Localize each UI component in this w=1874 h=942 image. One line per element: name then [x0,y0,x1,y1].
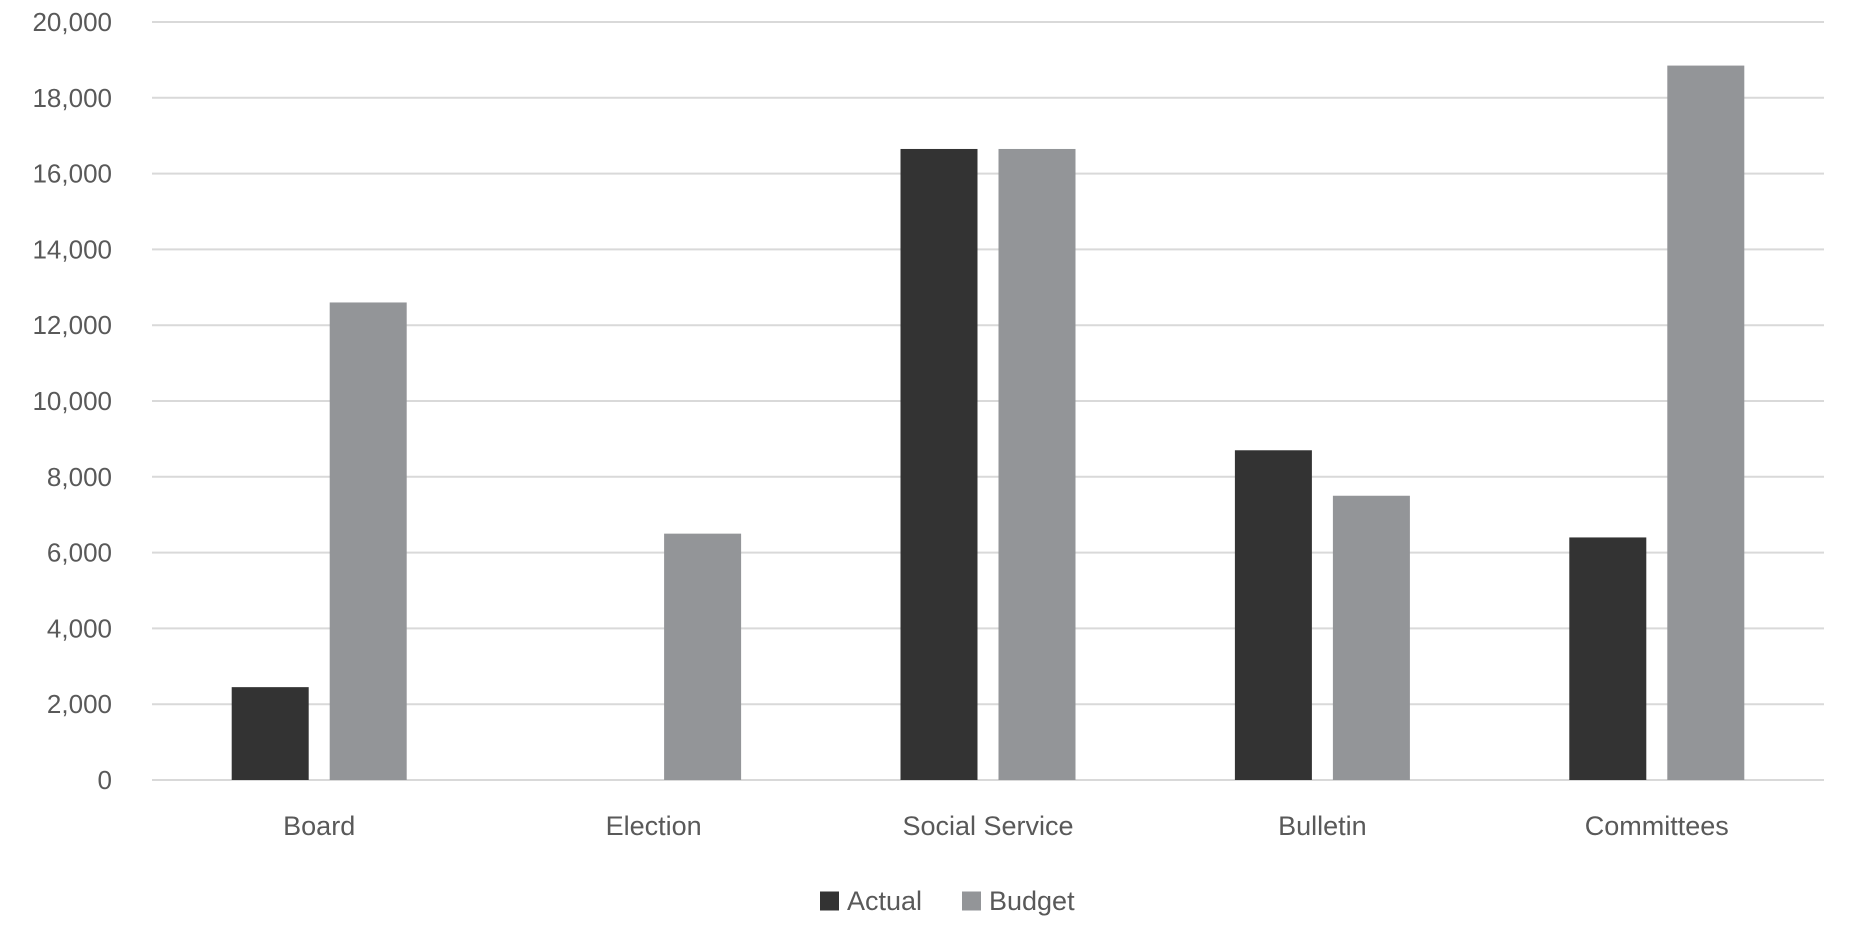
y-tick-label: 2,000 [47,689,112,719]
y-axis-tick-labels: 0 2,000 4,000 6,000 8,000 10,000 12,000 14,000 1… [32,7,112,795]
gridlines [152,21,1824,781]
y-tick-label: 20,000 [32,7,112,37]
y-tick-label: 6,000 [47,538,112,568]
x-axis-category-labels: Board Election Social Service Bulletin Commi… [283,811,1729,841]
bar-actual-committees [1569,537,1647,780]
bar-actual-social-service [900,148,978,781]
legend-label-actual: Actual [847,886,922,916]
y-tick-label: 0 [98,765,112,795]
legend-swatch-actual [820,891,839,911]
bar-budget-social-service [998,148,1076,781]
y-tick-label: 18,000 [32,83,112,113]
y-tick-label: 14,000 [32,234,112,264]
bars [231,65,1745,781]
y-tick-label: 8,000 [47,462,112,492]
y-tick-label: 16,000 [32,159,112,189]
bar-budget-board [329,302,407,780]
y-tick-label: 12,000 [32,310,112,340]
x-category-label: Social Service [902,811,1073,841]
x-category-label: Election [606,811,702,841]
bar-budget-committees [1667,65,1745,780]
x-category-label: Board [283,811,355,841]
legend-label-budget: Budget [989,886,1075,916]
x-category-label: Committees [1585,811,1729,841]
bar-actual-board [231,687,309,780]
legend: Actual Budget [820,886,1075,916]
bar-actual-bulletin [1234,450,1312,780]
bar-budget-bulletin [1332,495,1410,780]
x-category-label: Bulletin [1278,811,1367,841]
bar-budget-election [664,533,742,780]
y-tick-label: 4,000 [47,613,112,643]
y-tick-label: 10,000 [32,386,112,416]
legend-swatch-budget [962,891,981,911]
